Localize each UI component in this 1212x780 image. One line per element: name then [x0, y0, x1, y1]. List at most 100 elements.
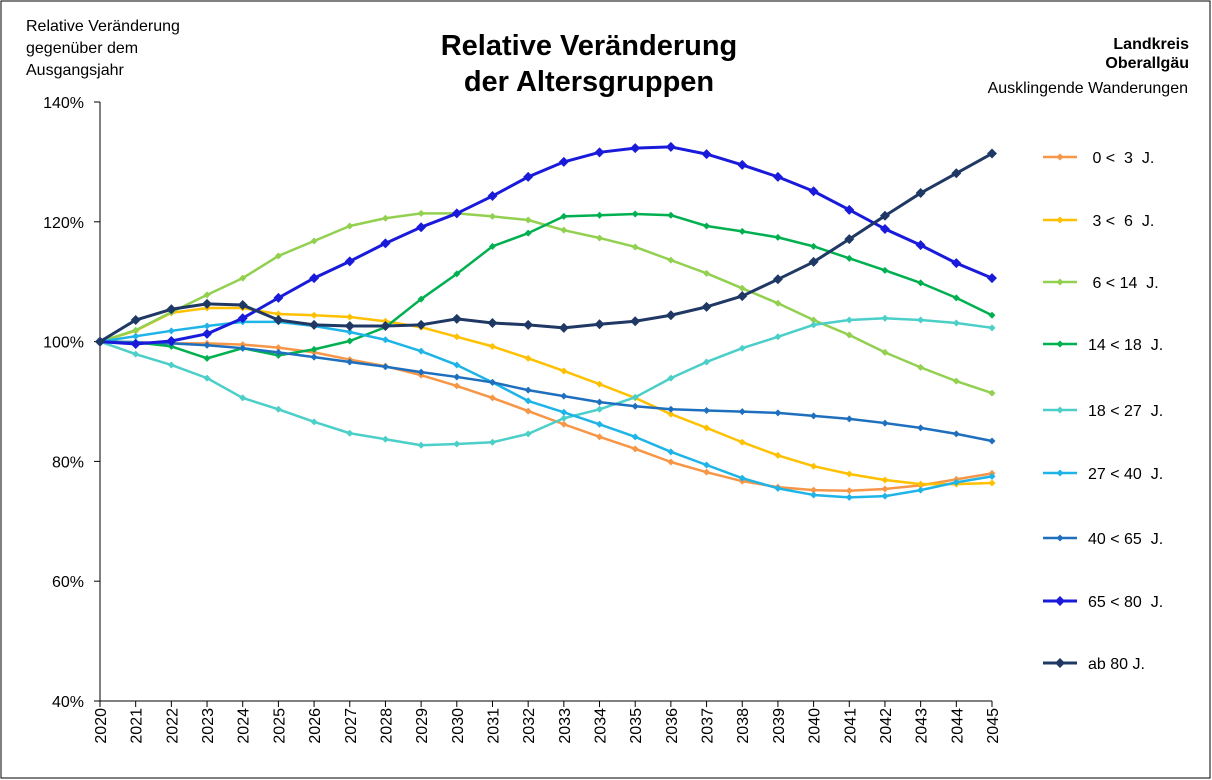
data-point: [487, 318, 498, 329]
data-point: [416, 319, 427, 330]
data-point: [560, 367, 568, 375]
data-point: [95, 336, 105, 347]
data-point: [772, 274, 783, 285]
data-point: [810, 486, 818, 494]
data-point: [631, 210, 639, 218]
data-point: [881, 476, 889, 484]
data-point: [665, 141, 676, 152]
data-point: [453, 440, 461, 448]
data-point: [988, 311, 996, 319]
y-axis-label: Relative Veränderung: [26, 18, 180, 35]
legend-label: ab 80 J.: [1088, 656, 1145, 673]
data-point: [810, 491, 818, 499]
x-tick-label: 2020: [93, 708, 110, 744]
data-point: [845, 487, 853, 495]
x-tick-label: 2037: [700, 708, 717, 744]
data-point: [274, 252, 282, 260]
legend-label: 65 < 80 J.: [1088, 594, 1163, 611]
y-axis-label: Ausgangsjahr: [26, 62, 125, 79]
data-point: [132, 332, 140, 340]
data-point: [309, 319, 320, 330]
data-point: [417, 209, 425, 217]
y-tick-label: 100%: [43, 335, 84, 352]
data-point: [881, 419, 889, 427]
data-point: [560, 226, 568, 234]
data-point: [703, 461, 711, 469]
data-point: [738, 408, 746, 416]
x-tick-label: 2021: [129, 708, 146, 744]
data-point: [738, 438, 746, 446]
data-point: [309, 273, 320, 284]
data-point: [737, 291, 748, 302]
x-tick-label: 2034: [593, 708, 610, 744]
data-point: [772, 171, 783, 182]
legend-marker: [1055, 658, 1065, 668]
data-point: [203, 341, 211, 349]
data-point: [453, 382, 461, 390]
data-point: [951, 168, 962, 179]
data-point: [417, 441, 425, 449]
data-point: [988, 324, 996, 332]
data-point: [630, 316, 641, 327]
data-point: [274, 310, 282, 318]
data-point: [380, 238, 391, 249]
data-point: [917, 279, 925, 287]
data-point: [488, 342, 496, 350]
data-point: [845, 493, 853, 501]
data-point: [701, 301, 712, 312]
data-point: [453, 361, 461, 369]
data-point: [274, 344, 282, 352]
legend-marker: [1056, 534, 1064, 542]
subtitle: Ausklingende Wanderungen: [988, 80, 1188, 97]
y-tick-label: 80%: [52, 454, 84, 471]
data-point: [167, 327, 175, 335]
data-point: [346, 337, 354, 345]
data-point: [630, 143, 641, 154]
data-point: [881, 492, 889, 500]
data-point: [346, 222, 354, 230]
data-point: [487, 191, 498, 202]
data-point: [560, 392, 568, 400]
data-point: [560, 212, 568, 220]
data-point: [596, 433, 604, 441]
data-point: [310, 237, 318, 245]
data-point: [380, 321, 391, 332]
x-tick-label: 2027: [343, 708, 360, 744]
data-point: [737, 159, 748, 170]
data-point: [524, 386, 532, 394]
y-axis-label: gegenüber dem: [26, 40, 138, 57]
data-point: [310, 345, 318, 353]
legend-marker: [1056, 406, 1064, 414]
x-tick-label: 2036: [664, 708, 681, 744]
x-tick-label: 2041: [842, 708, 859, 744]
legend-marker: [1056, 216, 1064, 224]
x-tick-label: 2045: [985, 708, 1002, 744]
legend-label: 0 < 3 J.: [1088, 150, 1154, 167]
x-tick-label: 2040: [807, 708, 824, 744]
data-point: [524, 216, 532, 224]
data-point: [416, 222, 427, 233]
data-point: [774, 409, 782, 417]
data-point: [596, 380, 604, 388]
x-tick-label: 2032: [521, 708, 538, 744]
data-point: [988, 389, 996, 397]
data-point: [703, 222, 711, 230]
data-point: [523, 171, 534, 182]
data-point: [451, 208, 462, 219]
data-point: [667, 256, 675, 264]
data-point: [952, 319, 960, 327]
data-point: [203, 354, 211, 362]
data-point: [738, 227, 746, 235]
data-point: [631, 445, 639, 453]
data-point: [346, 429, 354, 437]
data-point: [417, 347, 425, 355]
data-point: [203, 322, 211, 330]
data-point: [346, 313, 354, 321]
data-point: [381, 214, 389, 222]
data-point: [952, 377, 960, 385]
legend-marker: [1056, 278, 1064, 286]
data-point: [774, 451, 782, 459]
chart-title: Relative Veränderung: [441, 30, 738, 62]
data-point: [237, 313, 248, 324]
